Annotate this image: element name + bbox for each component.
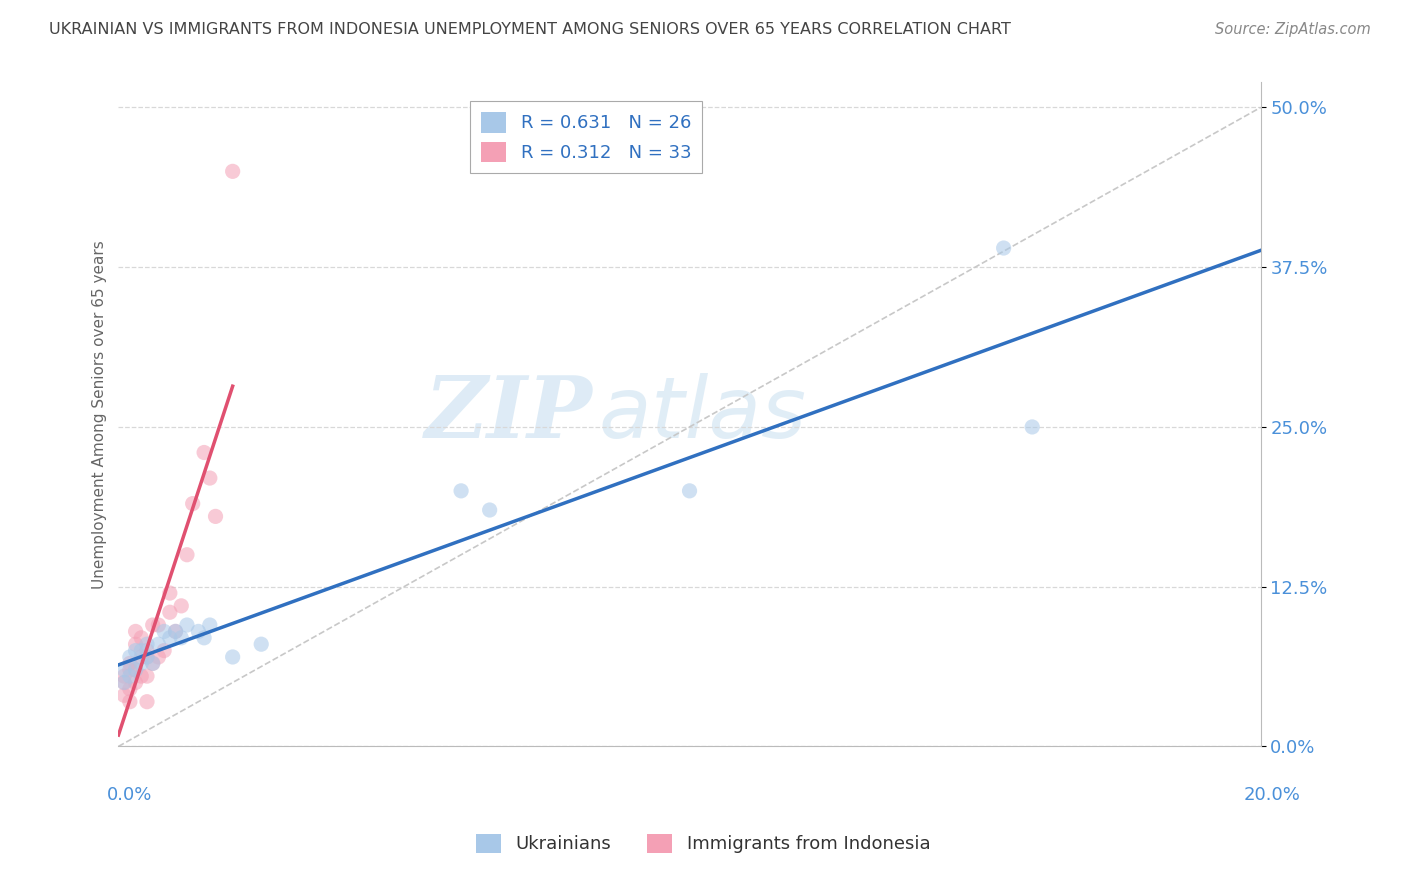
Point <box>678 483 700 498</box>
Y-axis label: Unemployment Among Seniors over 65 years: Unemployment Among Seniors over 65 years <box>93 240 107 589</box>
Point <box>187 624 209 639</box>
Point <box>124 663 146 677</box>
Point <box>124 637 146 651</box>
Legend: Ukrainians, Immigrants from Indonesia: Ukrainians, Immigrants from Indonesia <box>468 827 938 861</box>
Text: atlas: atlas <box>598 373 806 456</box>
Point <box>129 631 152 645</box>
Text: 20.0%: 20.0% <box>1244 787 1301 805</box>
Point <box>176 618 198 632</box>
Point <box>148 618 170 632</box>
Point <box>193 631 215 645</box>
Point <box>112 675 135 690</box>
Point <box>221 164 243 178</box>
Point <box>250 637 273 651</box>
Point <box>221 650 243 665</box>
Point <box>129 643 152 657</box>
Point <box>170 631 193 645</box>
Point <box>176 548 198 562</box>
Point <box>142 618 165 632</box>
Point <box>193 445 215 459</box>
Point <box>118 669 141 683</box>
Text: 0.0%: 0.0% <box>107 787 152 805</box>
Point <box>165 624 187 639</box>
Point <box>1021 420 1043 434</box>
Point <box>129 650 152 665</box>
Point <box>118 663 141 677</box>
Point <box>478 503 501 517</box>
Point <box>124 663 146 677</box>
Point <box>142 657 165 671</box>
Point <box>112 669 135 683</box>
Point <box>159 586 181 600</box>
Point <box>129 657 152 671</box>
Point <box>159 631 181 645</box>
Legend: R = 0.631   N = 26, R = 0.312   N = 33: R = 0.631 N = 26, R = 0.312 N = 33 <box>470 101 702 173</box>
Point <box>153 624 176 639</box>
Point <box>170 599 193 613</box>
Point <box>148 637 170 651</box>
Text: ZIP: ZIP <box>425 373 592 456</box>
Point <box>198 618 221 632</box>
Point <box>112 675 135 690</box>
Point <box>159 605 181 619</box>
Point <box>118 681 141 696</box>
Point <box>124 643 146 657</box>
Point <box>136 650 159 665</box>
Point <box>136 637 159 651</box>
Text: UKRAINIAN VS IMMIGRANTS FROM INDONESIA UNEMPLOYMENT AMONG SENIORS OVER 65 YEARS : UKRAINIAN VS IMMIGRANTS FROM INDONESIA U… <box>49 22 1011 37</box>
Point <box>204 509 226 524</box>
Point <box>118 650 141 665</box>
Point <box>112 663 135 677</box>
Point <box>118 657 141 671</box>
Point <box>450 483 472 498</box>
Point <box>136 695 159 709</box>
Point <box>993 241 1015 255</box>
Point <box>148 650 170 665</box>
Point <box>136 669 159 683</box>
Point <box>129 669 152 683</box>
Point <box>142 657 165 671</box>
Point <box>198 471 221 485</box>
Point <box>153 643 176 657</box>
Point <box>181 497 204 511</box>
Point <box>136 650 159 665</box>
Point <box>124 675 146 690</box>
Text: Source: ZipAtlas.com: Source: ZipAtlas.com <box>1215 22 1371 37</box>
Point <box>124 624 146 639</box>
Point <box>165 624 187 639</box>
Point <box>112 688 135 702</box>
Point <box>118 695 141 709</box>
Point <box>136 643 159 657</box>
